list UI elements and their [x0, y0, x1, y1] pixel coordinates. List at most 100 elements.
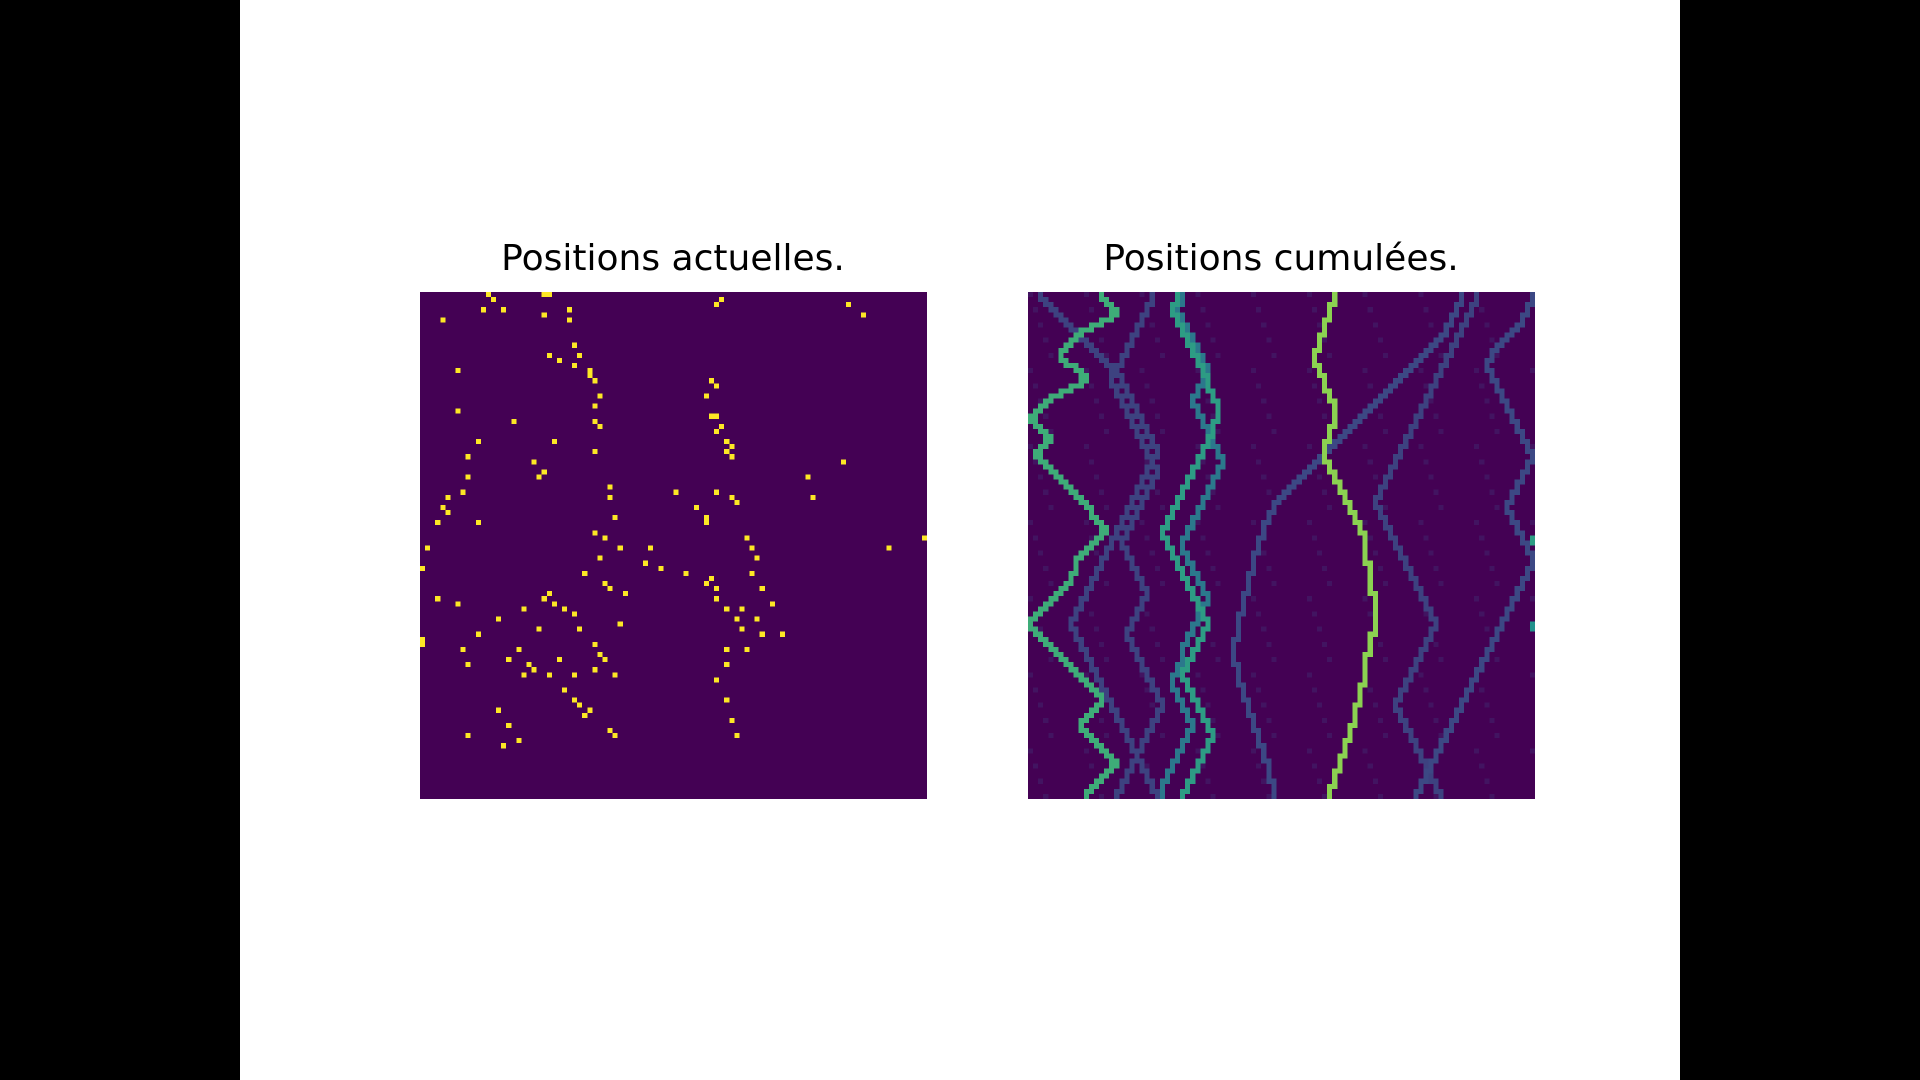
trajectory-cell	[1458, 292, 1465, 298]
trajectory-cell	[1129, 499, 1135, 505]
trajectory-cell	[1433, 373, 1444, 379]
trajectory-cell	[1043, 464, 1054, 470]
trajectory-cell	[1489, 352, 1495, 358]
trajectory-cell	[1372, 611, 1378, 617]
walker-position-cell	[724, 449, 730, 455]
background-texture-cell	[1043, 413, 1049, 419]
walker-position-cell	[724, 662, 730, 668]
trajectory-cell	[1154, 449, 1160, 455]
walker-position-cell	[724, 697, 730, 703]
trajectory-cell	[1195, 606, 1206, 612]
background-texture-cell	[1438, 352, 1444, 358]
trajectory-cell	[1342, 738, 1353, 744]
trajectory-cell	[1144, 489, 1150, 495]
trajectory-cell	[1144, 733, 1150, 739]
background-texture-cell	[1088, 535, 1094, 541]
background-texture-cell	[1382, 352, 1388, 358]
background-texture-cell	[1327, 580, 1333, 587]
trajectory-cell	[1139, 601, 1145, 607]
trajectory-cell	[1149, 722, 1155, 729]
trajectory-cell	[1438, 738, 1449, 744]
trajectory-cell	[1240, 596, 1247, 602]
trajectory-cell	[1509, 596, 1520, 602]
trajectory-cell	[1271, 788, 1277, 794]
background-texture-cell	[1256, 383, 1262, 389]
trajectory-cell	[1144, 433, 1155, 440]
trajectory-cell	[1068, 383, 1084, 389]
trajectory-cell	[1175, 292, 1181, 298]
walker-position-cell	[541, 469, 547, 475]
trajectory-cell	[1433, 783, 1439, 789]
trajectory-cell	[1033, 454, 1044, 460]
trajectory-cell	[1083, 342, 1094, 348]
trajectory-cell	[1104, 302, 1115, 308]
trajectory-cell	[1332, 778, 1338, 784]
walker-position-cell	[577, 702, 583, 708]
trajectory-cell	[1043, 641, 1054, 647]
trajectory-cell	[1068, 327, 1079, 333]
background-texture-cell	[1083, 748, 1089, 754]
trajectory-cell	[1190, 337, 1196, 343]
background-texture-cell	[1210, 489, 1216, 495]
trajectory-cell	[1398, 550, 1404, 556]
trajectory-cell	[1185, 636, 1191, 642]
walker-position-cell	[546, 591, 552, 597]
background-texture-cell	[1433, 641, 1439, 647]
trajectory-cell	[1053, 591, 1064, 597]
trajectory-cell	[1205, 484, 1216, 490]
trajectory-cell	[1119, 783, 1125, 789]
trajectory-cell	[1119, 535, 1130, 541]
walker-position-cell	[754, 616, 760, 622]
trajectory-cell	[1372, 499, 1378, 505]
trajectory-cell	[1256, 733, 1262, 739]
trajectory-cell	[1159, 788, 1165, 794]
background-texture-cell	[1139, 520, 1145, 526]
background-texture-cell	[1154, 565, 1160, 571]
trajectory-cell	[1322, 383, 1328, 389]
trajectory-cell	[1093, 672, 1099, 678]
trajectory-cell	[1180, 540, 1186, 546]
trajectory-cell	[1215, 408, 1221, 414]
trajectory-cell	[1458, 702, 1465, 708]
trajectory-cell	[1524, 545, 1530, 551]
trajectory-cell	[1185, 682, 1191, 688]
background-texture-cell	[1423, 535, 1429, 541]
trajectory-cell	[1104, 550, 1110, 556]
trajectory-cell	[1377, 484, 1388, 490]
background-texture-cell	[1251, 444, 1257, 450]
background-texture-cell	[1428, 474, 1434, 480]
trajectory-cell	[1453, 302, 1465, 308]
walker-position-cell	[420, 565, 426, 571]
background-texture-cell	[1266, 337, 1272, 343]
trajectory-cell	[1529, 297, 1535, 303]
background-texture-cell	[1043, 717, 1049, 723]
background-texture-cell	[1149, 702, 1155, 708]
trajectory-cell	[1134, 606, 1145, 612]
trajectory-cell	[1215, 403, 1221, 409]
trajectory-cell	[1114, 525, 1125, 531]
trajectory-cell	[1484, 368, 1495, 374]
background-texture-cell	[1428, 550, 1434, 556]
trajectory-cell	[1200, 712, 1206, 718]
background-texture-cell	[1372, 702, 1378, 708]
trajectory-cell	[1129, 743, 1135, 749]
walker-position-cell	[703, 393, 709, 399]
background-texture-cell	[1484, 626, 1490, 632]
background-texture-cell	[1139, 672, 1145, 678]
background-texture-cell	[1494, 733, 1500, 739]
trajectory-cell	[1387, 530, 1394, 536]
background-texture-cell	[1311, 611, 1317, 617]
background-texture-cell	[1479, 535, 1485, 541]
background-texture-cell	[1215, 428, 1221, 434]
trajectory-cell	[1418, 646, 1429, 652]
trajectory-cell	[1190, 773, 1196, 779]
trajectory-cell	[1033, 408, 1044, 414]
background-texture-cell	[1372, 474, 1378, 480]
trajectory-cell	[1073, 636, 1084, 642]
walker-position-cell	[511, 418, 517, 424]
trajectory-cell	[1367, 565, 1373, 571]
trajectory-cell	[1078, 641, 1084, 647]
trajectory-cell	[1529, 621, 1535, 632]
trajectory-cell	[1367, 591, 1378, 597]
trajectory-cell	[1418, 778, 1429, 784]
